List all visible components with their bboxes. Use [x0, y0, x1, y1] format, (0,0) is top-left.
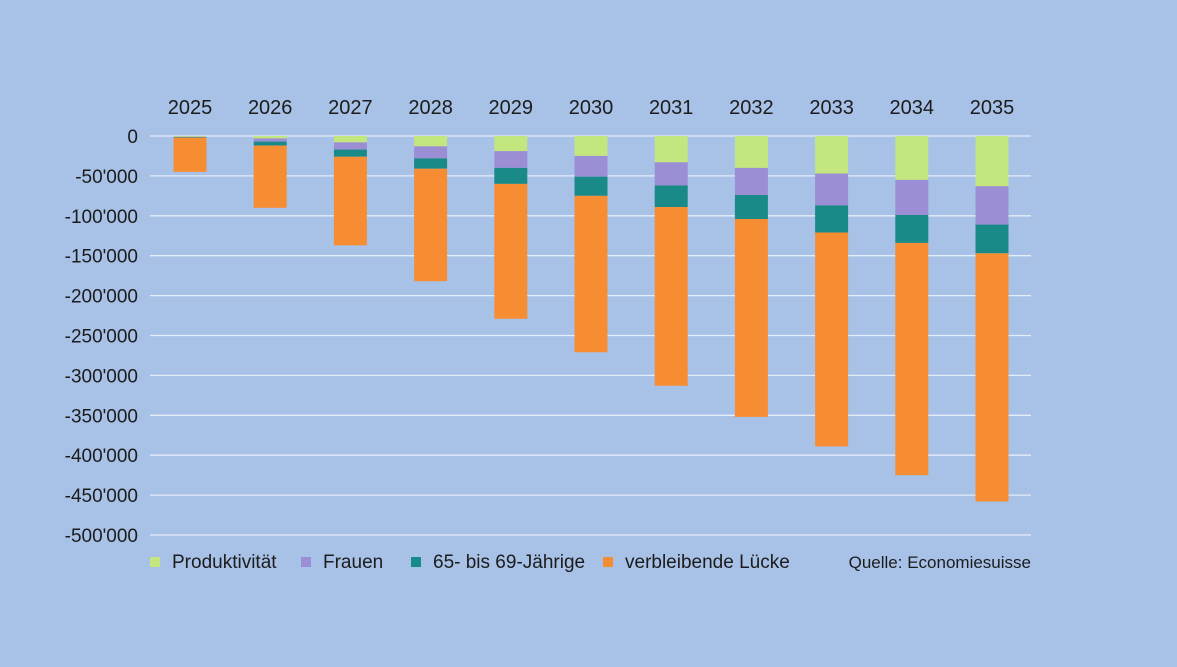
y-tick-label: -50'000	[75, 167, 138, 188]
bar-2034-65-bis-69-j-hrige	[895, 215, 929, 243]
bar-2034-frauen	[895, 179, 929, 216]
legend-swatch-frauen	[301, 557, 311, 567]
bar-2031-frauen	[654, 162, 688, 186]
bar-2035-65-bis-69-j-hrige	[975, 224, 1009, 254]
y-axis: 0 -50'000 -100'000 -150'000 -200'000 -250'000…	[65, 127, 138, 547]
legend-label-frauen: Frauen	[323, 552, 383, 573]
bar-2032-verbleibende-l-cke	[734, 218, 768, 417]
y-tick-label: -200'000	[65, 287, 138, 308]
x-tick-label-2032: 2032	[729, 97, 774, 119]
bar-2033-65-bis-69-j-hrige	[815, 205, 849, 233]
bar-2033-verbleibende-l-cke	[815, 232, 849, 447]
bar-2028-frauen	[414, 146, 448, 159]
y-tick-label: -350'000	[65, 406, 138, 427]
bar-2031-65-bis-69-j-hrige	[654, 185, 688, 208]
bar-2035-produktivit-t	[975, 136, 1009, 187]
bar-2027-frauen	[333, 142, 367, 150]
x-tick-label-2028: 2028	[408, 97, 453, 119]
bar-2026-verbleibende-l-cke	[253, 145, 287, 208]
bar-2027-produktivit-t	[333, 136, 367, 143]
legend: Produktivität Frauen 65- bis 69-Jährige ver…	[150, 552, 790, 573]
bars	[173, 136, 1009, 502]
bar-2032-frauen	[734, 167, 768, 196]
x-tick-label-2026: 2026	[248, 97, 293, 119]
bar-2026-frauen	[253, 138, 287, 142]
bar-2029-verbleibende-l-cke	[494, 183, 528, 319]
bar-2032-65-bis-69-j-hrige	[734, 195, 768, 219]
legend-swatch-verbleibende-l-cke	[603, 557, 613, 567]
x-tick-label-2030: 2030	[569, 97, 614, 119]
bar-2031-verbleibende-l-cke	[654, 207, 688, 386]
bar-2030-frauen	[574, 155, 608, 177]
bar-2028-verbleibende-l-cke	[414, 168, 448, 282]
legend-label-65-bis-69-j-hrige: 65- bis 69-Jährige	[433, 552, 585, 573]
bar-2034-produktivit-t	[895, 136, 929, 180]
x-tick-label-2033: 2033	[809, 97, 854, 119]
bar-2025-verbleibende-l-cke	[173, 137, 207, 172]
bar-2029-frauen	[494, 151, 528, 168]
bar-2033-frauen	[815, 173, 849, 206]
bar-2035-frauen	[975, 186, 1009, 225]
x-tick-label-2025: 2025	[168, 97, 213, 119]
bar-2027-65-bis-69-j-hrige	[333, 149, 367, 157]
x-axis: 2025 2026 2027 2028 2029 2030 2031 2032 2033 2034…	[168, 97, 1015, 119]
y-tick-label: -150'000	[65, 247, 138, 268]
x-tick-label-2029: 2029	[489, 97, 534, 119]
legend-swatch-65-bis-69-j-hrige	[411, 557, 421, 567]
legend-label-produktivit-t: Produktivität	[172, 552, 277, 573]
bar-2026-produktivit-t	[253, 136, 287, 139]
bar-2029-65-bis-69-j-hrige	[494, 167, 528, 184]
y-tick-label: -250'000	[65, 327, 138, 348]
y-tick-label: -100'000	[65, 207, 138, 228]
bar-2027-verbleibende-l-cke	[333, 156, 367, 246]
bar-2025-produktivit-t	[173, 136, 207, 137]
bar-2030-65-bis-69-j-hrige	[574, 176, 608, 196]
bar-2034-verbleibende-l-cke	[895, 242, 929, 476]
legend-label-verbleibende-l-cke: verbleibende Lücke	[625, 552, 790, 573]
y-tick-label: -300'000	[65, 366, 138, 387]
bar-2029-produktivit-t	[494, 136, 528, 152]
bar-2026-65-bis-69-j-hrige	[253, 141, 287, 146]
y-tick-label: -500'000	[65, 526, 138, 547]
y-tick-label: 0	[127, 127, 138, 148]
x-tick-label-2034: 2034	[890, 97, 935, 119]
bar-2031-produktivit-t	[654, 136, 688, 163]
bar-2035-verbleibende-l-cke	[975, 253, 1009, 502]
x-tick-label-2027: 2027	[328, 97, 373, 119]
bar-2028-65-bis-69-j-hrige	[414, 158, 448, 169]
y-tick-label: -400'000	[65, 446, 138, 467]
bar-2030-produktivit-t	[574, 136, 608, 156]
bar-2028-produktivit-t	[414, 136, 448, 147]
legend-swatch-produktivit-t	[150, 557, 160, 567]
bar-2033-produktivit-t	[815, 136, 849, 174]
y-tick-label: -450'000	[65, 486, 138, 507]
bar-2032-produktivit-t	[734, 136, 768, 168]
x-tick-label-2031: 2031	[649, 97, 694, 119]
source-note: Quelle: Economiesuisse	[849, 553, 1031, 572]
bar-2030-verbleibende-l-cke	[574, 195, 608, 353]
x-tick-label-2035: 2035	[970, 97, 1015, 119]
